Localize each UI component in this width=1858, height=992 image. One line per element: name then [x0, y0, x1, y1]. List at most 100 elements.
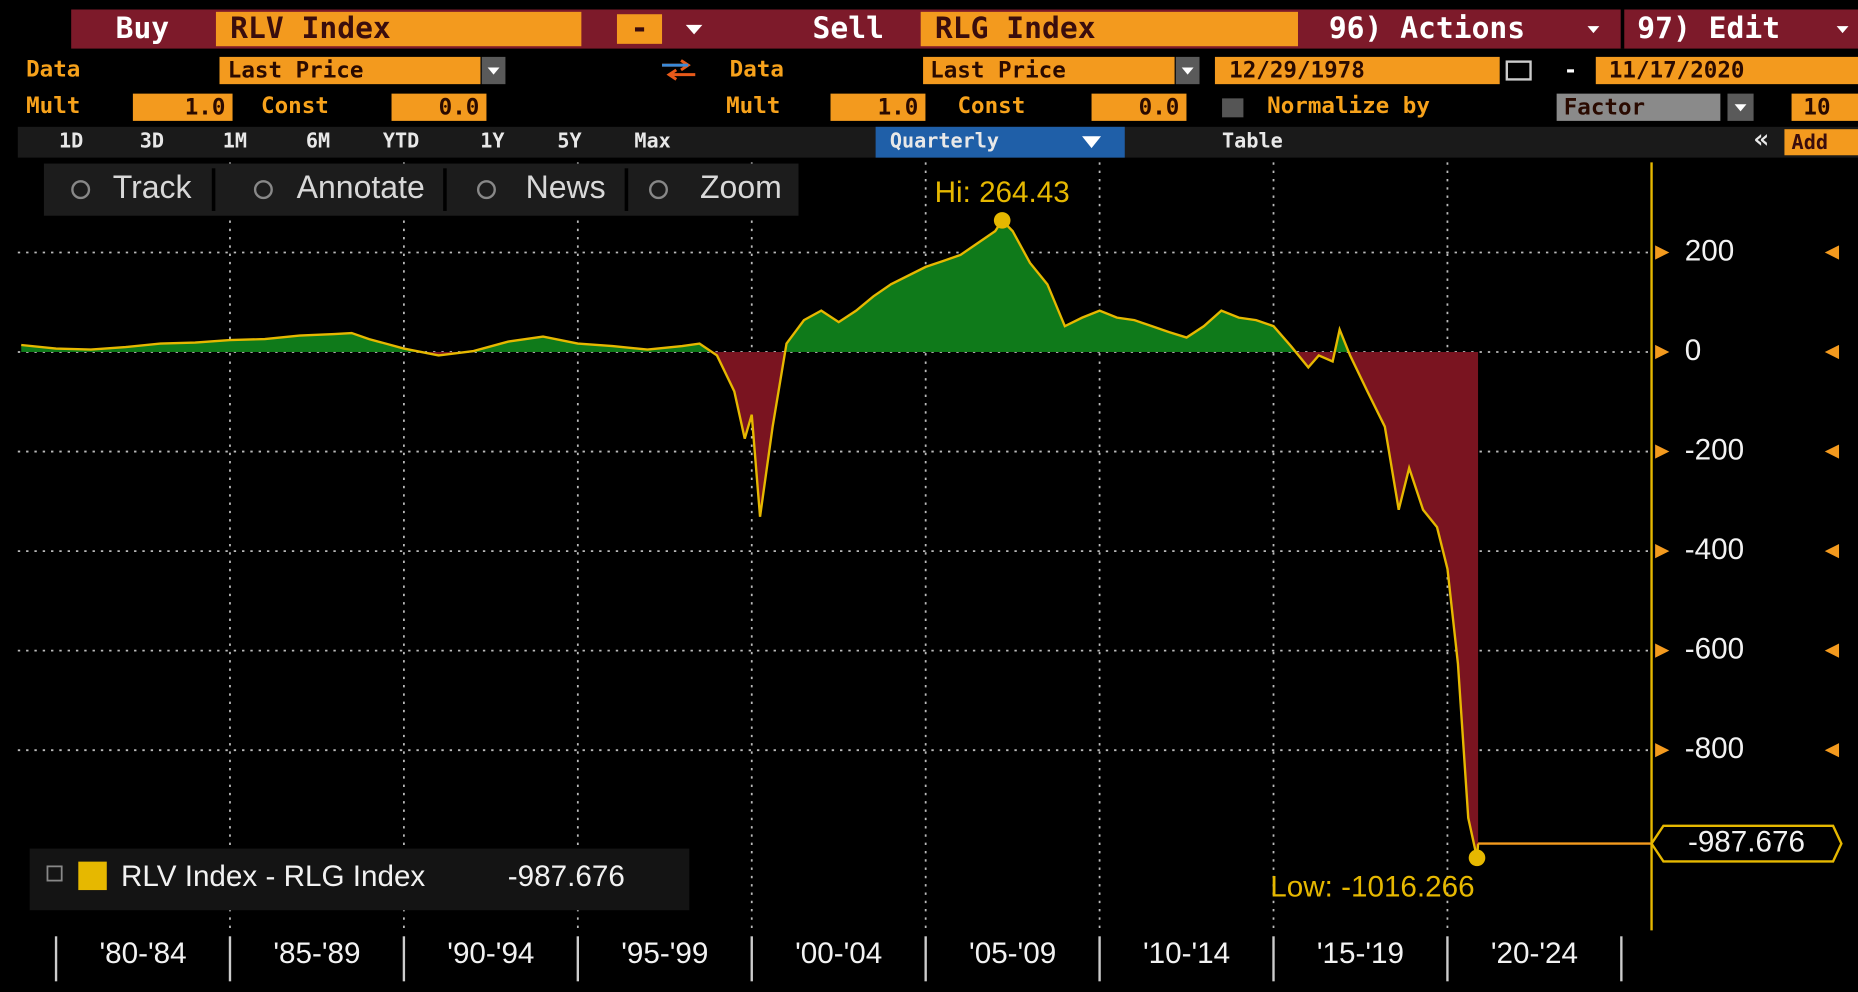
low-marker	[1468, 849, 1486, 867]
dropdown-arrow	[1181, 67, 1194, 75]
add-button[interactable]	[1784, 129, 1858, 156]
y-tick-label: -400	[1685, 533, 1744, 566]
checkbox[interactable]	[1222, 98, 1244, 118]
field-box[interactable]	[1556, 93, 1721, 121]
period-tab[interactable]: 5Y	[557, 129, 582, 153]
field-value: Factor	[1564, 94, 1645, 120]
period-tab[interactable]: 1Y	[480, 129, 505, 153]
field-value: Last Price	[930, 58, 1066, 84]
calendar-icon[interactable]	[1505, 60, 1532, 81]
y-tick-marker	[1824, 543, 1840, 559]
tool-icon	[253, 180, 273, 200]
series-line	[21, 218, 1480, 859]
field-label: Data	[730, 56, 784, 82]
actions-menu[interactable]: 96) Actions	[1329, 10, 1525, 45]
tool-button[interactable]: Track	[113, 169, 193, 205]
frequency-tab[interactable]	[875, 126, 1125, 158]
tool-icon	[648, 180, 668, 200]
y-tick-marker	[1655, 245, 1670, 260]
field-label: Mult	[726, 93, 780, 119]
field-box[interactable]	[391, 93, 487, 121]
legend-expand-icon[interactable]	[46, 865, 63, 882]
x-tick-label: '85-'89	[273, 937, 360, 970]
field-value: 1.0	[878, 94, 919, 120]
period-tab[interactable]: YTD	[383, 129, 419, 153]
tool-button[interactable]: News	[526, 169, 606, 205]
y-tick-marker	[1655, 344, 1670, 360]
end-date: 11/17/2020	[1609, 58, 1745, 84]
y-tick-label: -200	[1685, 433, 1744, 466]
field-box[interactable]	[923, 56, 1175, 85]
y-tick-marker	[1824, 643, 1840, 658]
period-tab[interactable]: 1D	[59, 129, 83, 153]
edit-menu[interactable]: 97) Edit	[1637, 10, 1780, 45]
x-tick-label: '05-'09	[969, 937, 1056, 970]
y-tick-marker	[1824, 743, 1840, 758]
field-box[interactable]	[132, 93, 233, 121]
buy-security-field[interactable]	[215, 11, 582, 47]
separator	[1620, 9, 1625, 49]
period-tab[interactable]: 3D	[140, 129, 164, 153]
legend-label: RLV Index - RLG Index	[121, 860, 425, 893]
x-tick-label: '00-'04	[795, 937, 882, 970]
tool-button[interactable]: Annotate	[297, 169, 425, 205]
dropdown-arrow	[1082, 136, 1102, 149]
operator-field[interactable]	[616, 14, 663, 44]
field-label: Const	[957, 93, 1025, 119]
hi-marker	[993, 212, 1011, 229]
y-tick-marker	[1824, 344, 1840, 360]
period-tab[interactable]: Max	[634, 129, 670, 153]
buy-label: Buy	[116, 10, 170, 45]
field-box[interactable]	[219, 56, 481, 85]
add-label: Add	[1792, 130, 1828, 154]
field-box[interactable]	[1791, 93, 1858, 121]
y-tick-label: -800	[1685, 732, 1744, 765]
field-value: 1.0	[185, 94, 226, 120]
dropdown-arrow	[1836, 26, 1849, 34]
low-label: Low: -1016.266	[1270, 870, 1474, 903]
sell-security: RLG Index	[935, 10, 1096, 45]
y-tick-marker	[1824, 245, 1840, 260]
x-tick-label: '90-'94	[447, 937, 534, 970]
x-tick-label: '15-'19	[1317, 937, 1404, 970]
x-tick-label: '20-'24	[1491, 937, 1578, 970]
field-value: 0.0	[439, 94, 480, 120]
sell-label: Sell	[813, 10, 884, 45]
field-label: Mult	[26, 93, 80, 119]
sell-security-field[interactable]	[920, 11, 1298, 47]
period-tab[interactable]: 6M	[306, 129, 330, 153]
field-label: Data	[26, 56, 80, 82]
y-tick-marker	[1655, 543, 1670, 559]
field-value: 0.0	[1139, 94, 1180, 120]
x-tick-label: '80-'84	[99, 937, 186, 970]
table-tab[interactable]: Table	[1222, 129, 1283, 153]
legend-value: -987.676	[508, 860, 625, 893]
x-tick-label: '10-'14	[1143, 937, 1230, 970]
field-label: Const	[261, 93, 329, 119]
area-positive	[21, 220, 1479, 353]
start-date: 12/29/1978	[1229, 58, 1365, 84]
field-value: Last Price	[228, 58, 364, 84]
dropdown-arrow[interactable]	[685, 24, 703, 35]
y-tick-label: -600	[1685, 632, 1744, 665]
frequency-label: Quarterly	[890, 129, 999, 153]
field-value: 10	[1803, 94, 1830, 120]
tool-icon	[71, 180, 91, 200]
legend-box	[29, 848, 690, 911]
period-tab[interactable]: 1M	[223, 129, 247, 153]
collapse-icon[interactable]: «	[1754, 124, 1770, 154]
date-box[interactable]	[1595, 56, 1858, 85]
date-box[interactable]	[1214, 56, 1500, 85]
dropdown-arrow	[1734, 104, 1747, 112]
dropdown-arrow	[487, 67, 500, 75]
tool-button[interactable]: Zoom	[700, 169, 782, 205]
y-tick-marker	[1655, 643, 1670, 658]
y-tick-marker	[1824, 444, 1840, 459]
field-box[interactable]	[1091, 93, 1187, 121]
dropdown-arrow	[1587, 26, 1600, 34]
legend-swatch	[78, 861, 107, 891]
field-box[interactable]	[830, 93, 926, 121]
date-separator: -	[1564, 58, 1578, 84]
y-tick-marker	[1655, 444, 1670, 459]
y-tick-label: 200	[1685, 234, 1734, 267]
